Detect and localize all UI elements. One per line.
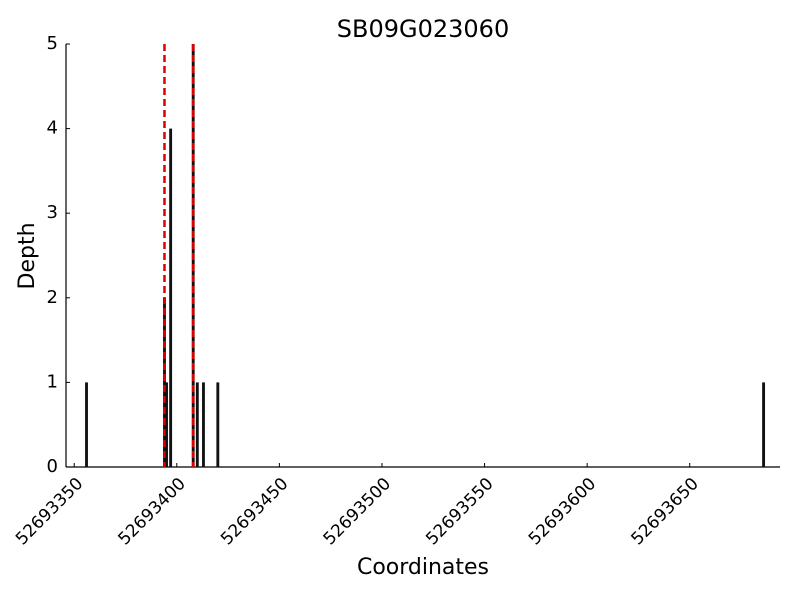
x-tick-label: 52693600 [525,474,600,549]
x-tick-label: 52693550 [422,474,497,549]
x-axis-label: Coordinates [357,555,489,580]
x-tick-label: 52693500 [320,474,395,549]
bar [762,382,766,467]
bar [216,382,220,467]
y-tick-label: 2 [47,287,58,308]
x-tick-label: 52693350 [12,474,87,549]
bar [163,297,166,467]
x-tick-label: 52693450 [217,474,292,549]
bar [169,128,173,467]
y-tick-label: 4 [47,118,58,139]
bar [202,382,205,467]
y-tick-label: 5 [47,33,58,54]
bar [165,382,168,467]
y-tick-label: 1 [47,371,58,392]
x-tick-label: 52693650 [627,474,702,549]
chart-title: SB09G023060 [337,15,509,43]
x-tick-label: 52693400 [115,474,190,549]
bar [195,382,199,467]
y-tick-label: 3 [47,202,58,223]
y-axis-label: Depth [15,222,40,289]
bar [85,382,88,467]
y-tick-label: 0 [47,456,58,477]
